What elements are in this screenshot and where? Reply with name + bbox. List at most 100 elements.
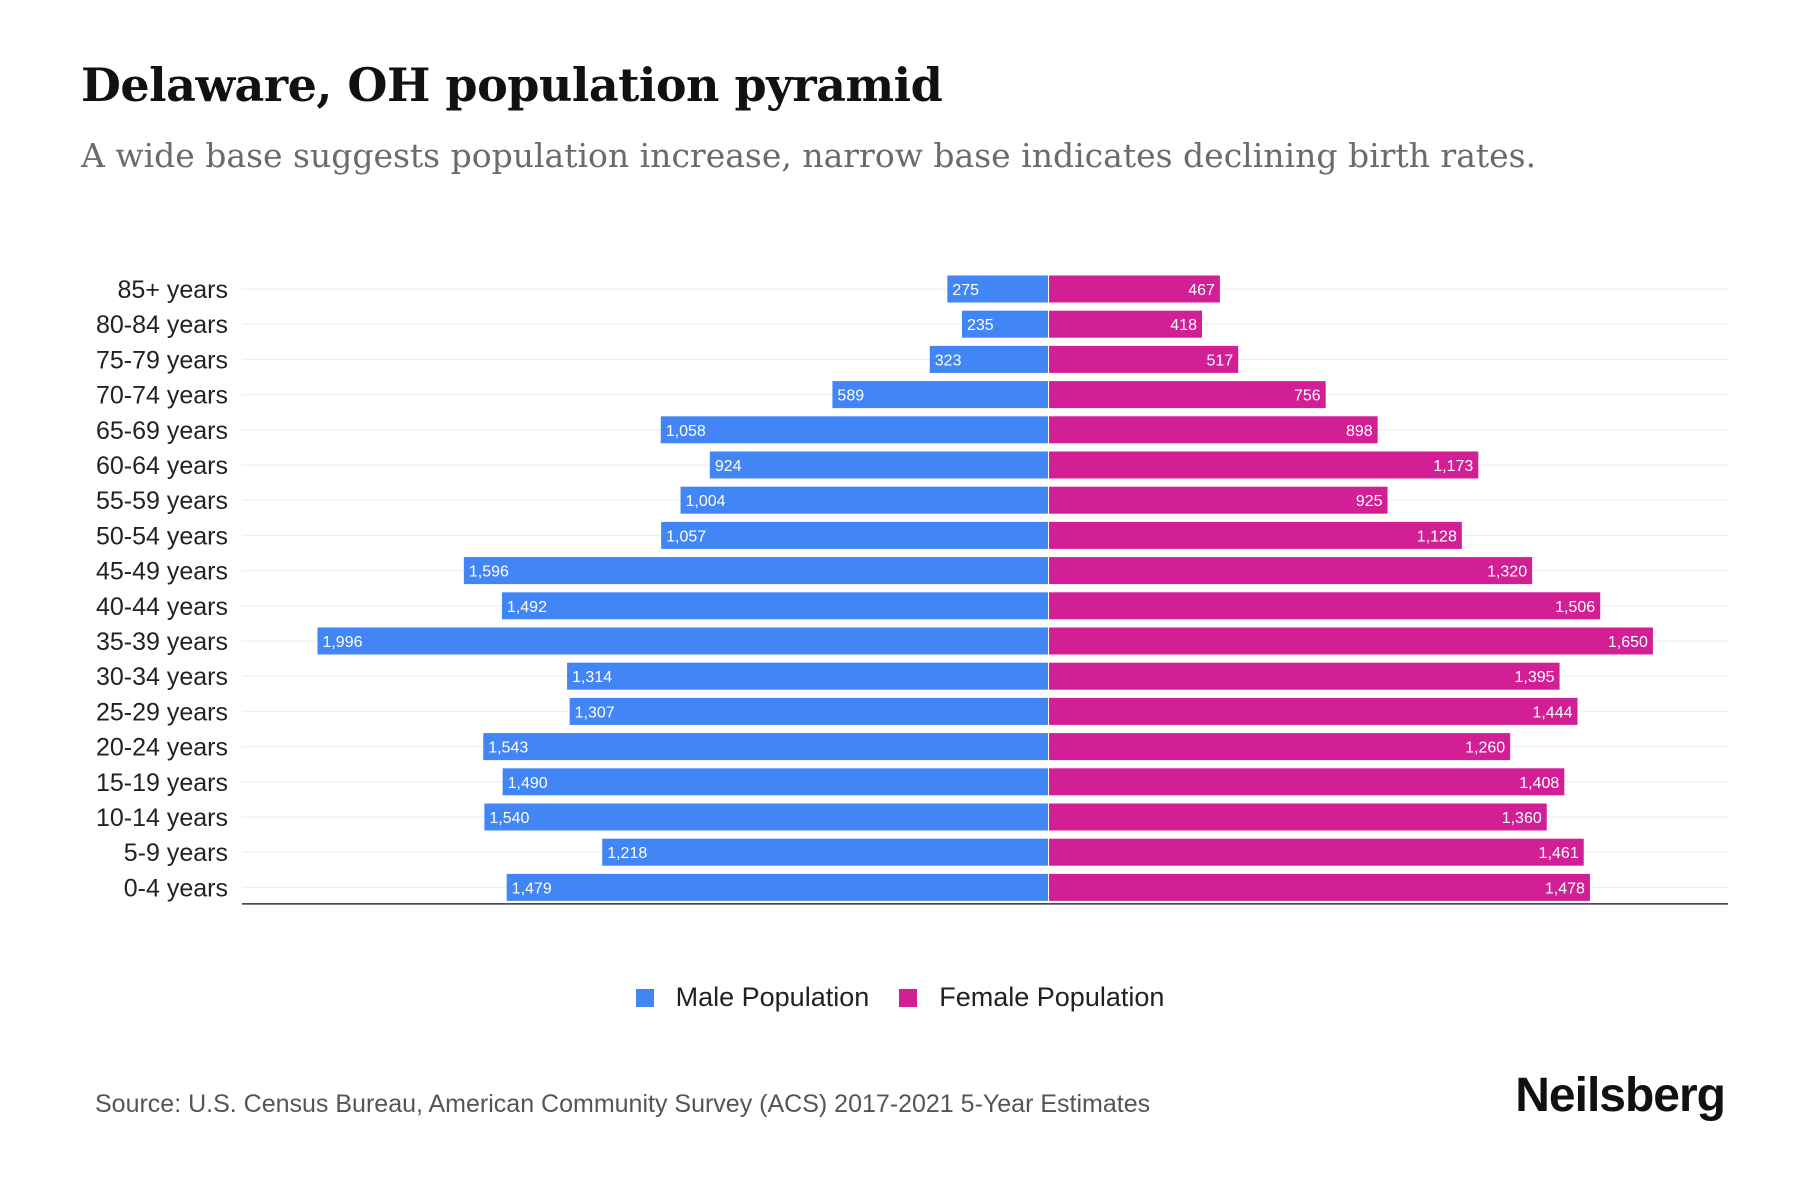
legend-swatch-male <box>635 988 654 1007</box>
legend-item-male: Male Population <box>635 982 870 1013</box>
category-label: 5-9 years <box>124 839 228 867</box>
female-value-label: 1,320 <box>1487 564 1527 581</box>
source-note: Source: U.S. Census Bureau, American Com… <box>95 1090 1151 1118</box>
chart-subtitle: A wide base suggests population increase… <box>81 136 1537 175</box>
female-value-label: 1,173 <box>1433 458 1473 475</box>
category-label: 10-14 years <box>96 804 228 832</box>
female-value-label: 517 <box>1207 352 1234 369</box>
male-value-label: 1,314 <box>572 669 612 686</box>
male-value-label: 1,479 <box>512 880 552 897</box>
category-label: 40-44 years <box>96 593 228 621</box>
female-bar <box>1049 557 1533 585</box>
male-value-label: 1,996 <box>322 634 362 651</box>
male-value-label: 1,490 <box>508 775 548 792</box>
female-value-label: 467 <box>1188 282 1215 299</box>
male-value-label: 1,058 <box>666 423 706 440</box>
male-bar <box>602 838 1048 866</box>
female-value-label: 1,506 <box>1555 599 1595 616</box>
male-bar <box>483 733 1049 761</box>
chart-legend: Male Population Female Population <box>0 982 1800 1013</box>
male-value-label: 275 <box>952 282 979 299</box>
male-value-label: 1,004 <box>686 493 726 510</box>
female-bar <box>1049 275 1220 303</box>
female-value-label: 925 <box>1356 493 1383 510</box>
female-value-label: 1,650 <box>1608 634 1648 651</box>
female-bar <box>1049 803 1547 831</box>
female-bar <box>1049 697 1578 725</box>
female-bar <box>1049 486 1388 514</box>
male-value-label: 235 <box>967 317 994 334</box>
male-bar <box>463 557 1048 585</box>
male-value-label: 1,540 <box>489 810 529 827</box>
legend-label-female: Female Population <box>939 982 1165 1012</box>
male-value-label: 1,492 <box>507 599 547 616</box>
female-value-label: 756 <box>1294 388 1321 405</box>
female-value-label: 1,478 <box>1545 880 1585 897</box>
female-bar <box>1049 592 1601 620</box>
female-value-label: 1,408 <box>1519 775 1559 792</box>
male-bar <box>680 486 1048 514</box>
category-label: 55-59 years <box>96 487 228 515</box>
brand-logo: Neilsberg <box>1515 1069 1726 1122</box>
female-value-label: 1,360 <box>1502 810 1542 827</box>
female-value-label: 1,461 <box>1539 845 1579 862</box>
male-value-label: 1,596 <box>469 564 509 581</box>
female-bar <box>1049 416 1378 444</box>
male-value-label: 924 <box>715 458 742 475</box>
female-value-label: 898 <box>1346 423 1373 440</box>
male-bar <box>484 803 1048 831</box>
female-bar <box>1049 310 1202 338</box>
legend-swatch-female <box>899 988 918 1007</box>
female-bar <box>1049 838 1584 866</box>
female-bar <box>1049 873 1590 901</box>
female-value-label: 1,260 <box>1465 740 1505 757</box>
male-bar <box>569 697 1048 725</box>
chart-title: Delaware, OH population pyramid <box>81 58 943 112</box>
category-label: 35-39 years <box>96 628 228 656</box>
male-value-label: 323 <box>935 352 962 369</box>
category-label: 30-34 years <box>96 663 228 691</box>
female-bar <box>1049 345 1239 373</box>
male-bar <box>501 592 1049 620</box>
male-bar <box>506 873 1048 901</box>
male-value-label: 1,057 <box>666 528 706 545</box>
category-label: 0-4 years <box>124 874 228 902</box>
category-label: 70-74 years <box>96 382 228 410</box>
category-label: 25-29 years <box>96 698 228 726</box>
male-bar <box>567 662 1048 690</box>
male-bar <box>502 768 1048 796</box>
female-value-label: 418 <box>1170 317 1197 334</box>
female-value-label: 1,128 <box>1417 528 1457 545</box>
male-value-label: 1,218 <box>607 845 647 862</box>
female-bar <box>1049 733 1511 761</box>
male-bar <box>832 381 1048 409</box>
female-bar <box>1049 768 1565 796</box>
legend-item-female: Female Population <box>899 982 1164 1013</box>
category-label: 50-54 years <box>96 522 228 550</box>
category-label: 15-19 years <box>96 769 228 797</box>
female-bar <box>1049 662 1560 690</box>
category-label: 85+ years <box>118 276 229 304</box>
category-label: 65-69 years <box>96 417 228 445</box>
category-label: 75-79 years <box>96 346 228 374</box>
male-bar <box>660 416 1048 444</box>
female-bar <box>1049 451 1479 479</box>
female-bar <box>1049 521 1462 549</box>
male-bar <box>929 345 1048 373</box>
male-bar <box>661 521 1048 549</box>
male-value-label: 589 <box>837 388 864 405</box>
male-bar <box>317 627 1048 655</box>
category-label: 20-24 years <box>96 734 228 762</box>
male-value-label: 1,307 <box>575 704 615 721</box>
male-bar <box>709 451 1048 479</box>
legend-label-male: Male Population <box>675 982 870 1012</box>
category-label: 60-64 years <box>96 452 228 480</box>
category-label: 80-84 years <box>96 311 228 339</box>
female-value-label: 1,444 <box>1532 704 1572 721</box>
female-value-label: 1,395 <box>1515 669 1555 686</box>
female-bar <box>1049 627 1653 655</box>
category-label: 45-49 years <box>96 558 228 586</box>
male-value-label: 1,543 <box>488 740 528 757</box>
female-bar <box>1049 381 1326 409</box>
population-pyramid-chart: 85+ years 275 467 80-84 years 235 418 75-79 ye… <box>96 275 1728 905</box>
